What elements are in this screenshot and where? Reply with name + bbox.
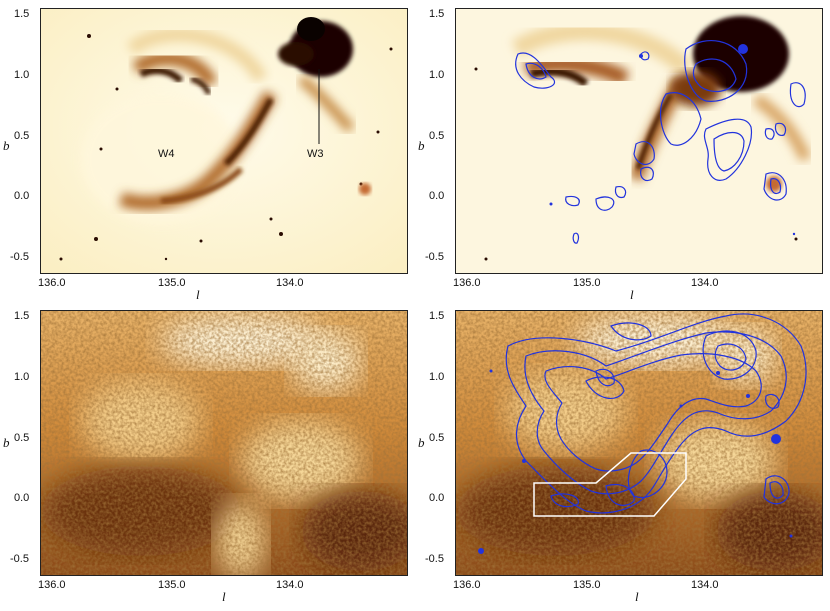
x-tick-label: 136.0 <box>38 579 66 591</box>
x-axis-label: l <box>635 589 639 604</box>
y-tick-label: 1.5 <box>14 310 30 322</box>
y-tick-label: 0.5 <box>14 432 30 444</box>
x-axis-label: l <box>222 589 226 604</box>
y-tick-label: 0.0 <box>429 190 445 202</box>
annotation-w4: W4 <box>158 148 175 160</box>
x-tick-label: 136.0 <box>38 277 66 289</box>
x-tick-label: 135.0 <box>573 277 601 289</box>
annotation-w3: W3 <box>307 148 324 160</box>
y-tick-label: -0.5 <box>10 251 29 263</box>
x-tick-label: 135.0 <box>573 579 601 591</box>
emission-map-bottom-left <box>41 311 407 575</box>
y-tick-label: -0.5 <box>425 251 444 263</box>
y-tick-label: 1.0 <box>429 69 445 81</box>
image-top-left <box>40 8 408 274</box>
y-axis-label: b <box>418 435 425 450</box>
y-axis-label: b <box>418 138 425 153</box>
y-tick-label: 0.0 <box>14 492 30 504</box>
image-top-right <box>455 8 823 274</box>
y-tick-label: -0.5 <box>10 553 29 565</box>
x-tick-label: 134.0 <box>691 277 719 289</box>
y-tick-label: 1.5 <box>429 8 445 20</box>
x-tick-label: 135.0 <box>158 277 186 289</box>
y-tick-label: 0.0 <box>14 190 30 202</box>
y-tick-label: 0.5 <box>14 130 30 142</box>
x-axis-label: l <box>630 287 634 302</box>
emission-map-bottom-right <box>456 311 822 575</box>
x-tick-label: 134.0 <box>276 277 304 289</box>
x-tick-label: 134.0 <box>276 579 304 591</box>
region-box <box>533 452 687 517</box>
x-tick-label: 134.0 <box>691 579 719 591</box>
y-tick-label: 1.0 <box>429 371 445 383</box>
y-tick-label: -0.5 <box>425 553 444 565</box>
x-tick-label: 136.0 <box>453 277 481 289</box>
image-bottom-right <box>455 310 823 576</box>
y-axis-label: b <box>3 435 10 450</box>
image-bottom-left <box>40 310 408 576</box>
emission-map-top-left <box>41 9 407 273</box>
y-tick-label: 0.5 <box>429 130 445 142</box>
y-tick-label: 0.0 <box>429 492 445 504</box>
y-tick-label: 1.5 <box>14 8 30 20</box>
y-tick-label: 1.0 <box>14 371 30 383</box>
emission-map-top-right <box>456 9 822 273</box>
y-tick-label: 1.5 <box>429 310 445 322</box>
y-tick-label: 1.0 <box>14 69 30 81</box>
y-tick-label: 0.5 <box>429 432 445 444</box>
y-axis-label: b <box>3 138 10 153</box>
x-tick-label: 135.0 <box>158 579 186 591</box>
x-axis-label: l <box>196 287 200 302</box>
x-tick-label: 136.0 <box>453 579 481 591</box>
contour-overlay <box>515 40 806 244</box>
